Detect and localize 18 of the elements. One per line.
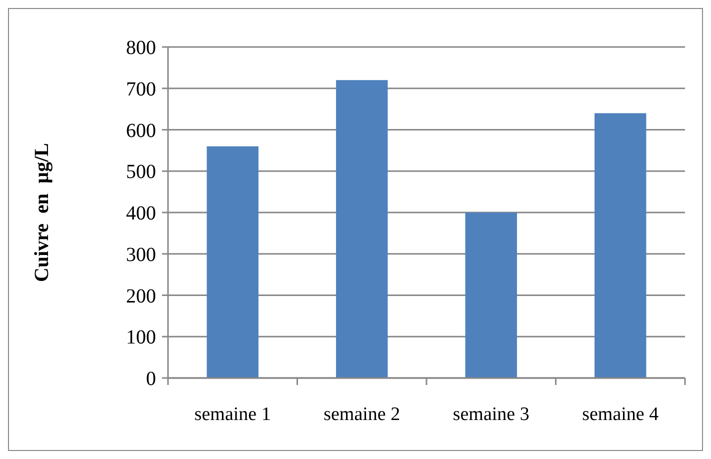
bar (206, 146, 258, 378)
bar (465, 212, 517, 378)
y-tick-label: 500 (126, 161, 156, 184)
y-tick-label: 200 (126, 285, 156, 308)
x-tick-label: semaine 3 (452, 404, 530, 425)
y-tick-label: 400 (126, 202, 156, 224)
y-tick-label: 600 (126, 120, 156, 142)
y-tick-label: 300 (126, 244, 156, 266)
x-tick-label: semaine 2 (324, 404, 400, 425)
bar (336, 80, 388, 378)
x-tick-label: semaine 1 (194, 404, 271, 425)
y-tick-label: 0 (146, 368, 156, 390)
y-axis-title: Cuivre en µg/L (31, 143, 53, 282)
y-tick-label: 800 (126, 37, 156, 59)
y-tick-label: 100 (126, 326, 156, 349)
bar (594, 113, 646, 378)
x-tick-label: semaine 4 (582, 404, 660, 425)
y-tick-label: 700 (126, 78, 156, 100)
